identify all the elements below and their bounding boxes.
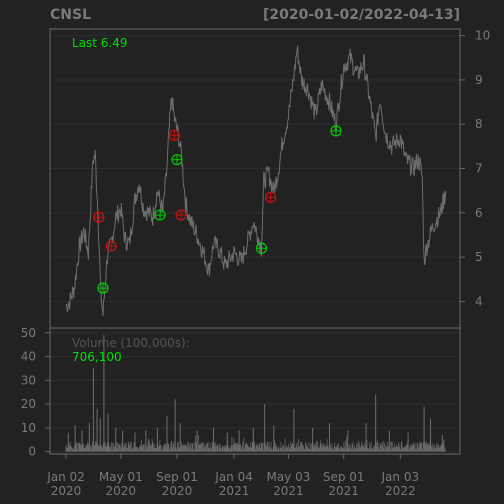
price-tick-label: 6	[475, 206, 483, 220]
price-axis: 4 5 6 7 8 9 10	[460, 29, 490, 308]
price-line	[65, 45, 447, 316]
volume-tick-label: 0	[28, 445, 36, 459]
x-tick-label: 2020	[106, 484, 137, 498]
volume-tick-label: 30	[21, 373, 36, 387]
x-tick-label: May 01	[99, 470, 143, 484]
price-tick-label: 5	[475, 250, 483, 264]
volume-label: Volume (100,000s):	[72, 336, 190, 350]
volume-tick-label: 10	[21, 421, 36, 435]
x-tick-label: Sep 01	[156, 470, 198, 484]
x-tick-label: Sep 01	[323, 470, 365, 484]
volume-tick-label: 50	[21, 326, 36, 340]
x-tick-label: 2022	[385, 484, 416, 498]
symbol-title: CNSL	[50, 7, 91, 23]
x-tick-label: 2021	[273, 484, 304, 498]
x-tick-label: 2020	[162, 484, 193, 498]
x-tick-label: Jan 02	[46, 470, 85, 484]
volume-tick-label: 40	[21, 350, 36, 364]
trade-markers	[93, 125, 342, 294]
price-tick-label: 8	[475, 117, 483, 131]
volume-panel-frame	[49, 327, 461, 455]
last-price-label: Last 6.49	[72, 36, 128, 50]
x-tick-label: May 03	[266, 470, 310, 484]
x-tick-label: Jan 03	[381, 470, 420, 484]
price-tick-label: 4	[475, 294, 483, 308]
price-tick-label: 7	[475, 162, 483, 176]
price-tick-label: 10	[475, 29, 490, 43]
x-tick-label: 2020	[51, 484, 82, 498]
x-tick-label: Jan 04	[214, 470, 253, 484]
date-range-title: [2020-01-02/2022-04-13]	[263, 7, 460, 23]
volume-bars	[65, 335, 446, 452]
x-tick-label: 2021	[219, 484, 250, 498]
price-tick-label: 9	[475, 73, 483, 87]
volume-last-value: 706,100	[72, 350, 122, 364]
volume-axis: 0 10 20 30 40 50	[21, 326, 50, 459]
volume-tick-label: 20	[21, 397, 36, 411]
x-tick-label: 2021	[328, 484, 359, 498]
